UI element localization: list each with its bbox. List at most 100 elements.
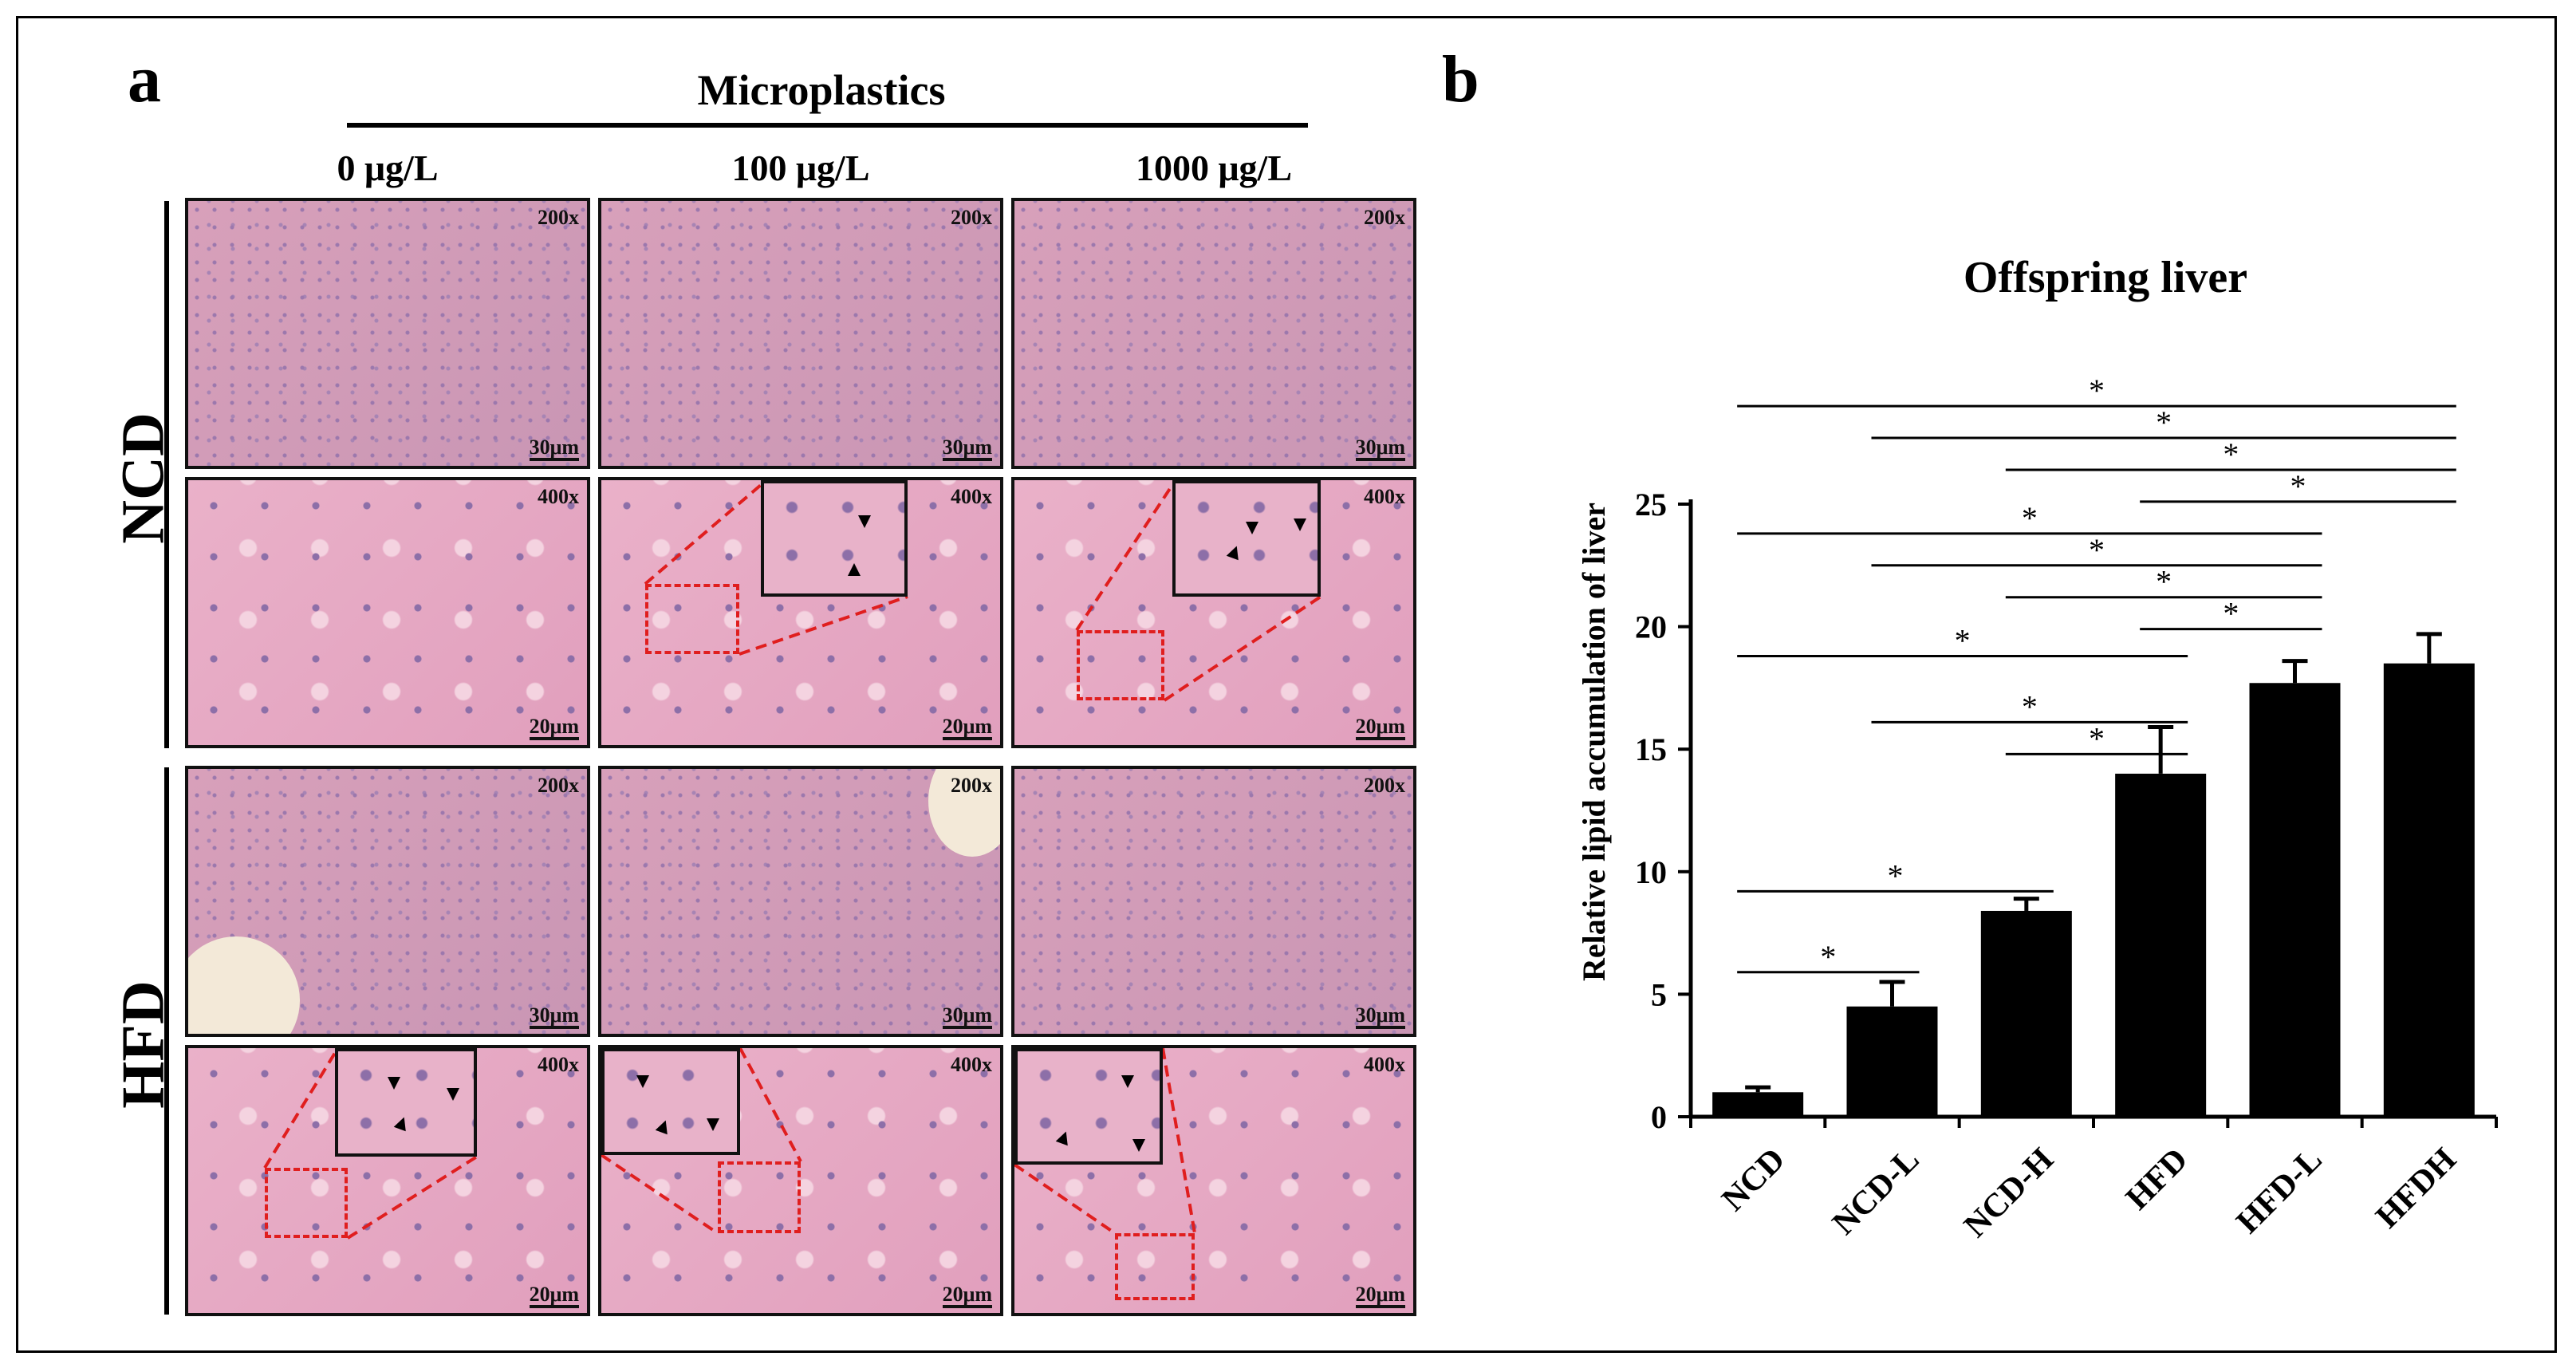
significance-star: * — [2089, 720, 2105, 756]
zoom-inset — [335, 1048, 477, 1157]
micrograph-ncd-100-400x: 400x 20μm — [598, 477, 1003, 748]
y-tick-label: 0 — [1651, 1099, 1667, 1135]
micrograph-ncd-0-400x: 400x 20μm — [185, 477, 590, 748]
scale-bar: 30μm — [1355, 1003, 1405, 1029]
arrowhead-icon — [858, 515, 871, 528]
magnification-label: 400x — [1364, 1053, 1405, 1076]
scale-bar: 20μm — [942, 715, 992, 740]
significance-star: * — [2223, 596, 2239, 632]
y-tick-label: 5 — [1651, 976, 1667, 1012]
arrowhead-icon — [447, 1088, 459, 1101]
scale-bar: 20μm — [529, 715, 579, 740]
micrograph-hfd-0-400x: 400x 20μm — [185, 1045, 590, 1316]
panel-b-letter: b — [1442, 42, 1479, 116]
scale-bar: 30μm — [529, 1003, 579, 1029]
micrograph-ncd-100-200x: 200x 30μm — [598, 198, 1003, 469]
y-axis-label: Relative lipid accumulation of liver — [1576, 503, 1612, 981]
row-bracket-ncd — [164, 201, 169, 748]
bar-NCD — [1712, 1092, 1804, 1117]
x-tick-label-NCD-H: NCD-H — [1957, 1141, 2061, 1245]
micrograph-ncd-1000-400x: 400x 20μm — [1011, 477, 1416, 748]
zoom-region — [1115, 1233, 1195, 1300]
magnification-label: 400x — [1364, 485, 1405, 508]
scale-bar: 20μm — [942, 1283, 992, 1308]
column-header-1000: 1000 μg/L — [1135, 148, 1293, 188]
scale-bar: 30μm — [529, 436, 579, 461]
magnification-label: 200x — [1364, 774, 1405, 797]
magnification-label: 200x — [1364, 206, 1405, 229]
magnification-label: 200x — [538, 774, 579, 797]
bar-HFD-L — [2249, 683, 2341, 1117]
magnification-label: 200x — [538, 206, 579, 229]
zoom-inset — [761, 480, 908, 597]
vessel-lumen — [188, 936, 300, 1034]
x-tick-label-HFD: HFD — [2119, 1141, 2195, 1217]
significance-star: * — [2022, 500, 2038, 536]
zoom-connector — [263, 1051, 479, 1240]
x-tick-label-HFD-L: HFD-L — [2230, 1141, 2330, 1241]
zoom-connector — [1014, 1048, 1196, 1235]
arrowhead-icon — [655, 1118, 672, 1135]
y-tick-label: 15 — [1635, 731, 1667, 767]
magnification-label: 400x — [951, 1053, 992, 1076]
scale-bar: 20μm — [1355, 715, 1405, 740]
arrowhead-icon — [1132, 1139, 1145, 1152]
scale-bar: 20μm — [1355, 1283, 1405, 1308]
column-header-100: 100 μg/L — [731, 148, 870, 188]
row-bracket-hfd — [164, 767, 169, 1315]
y-tick-label: 10 — [1635, 854, 1667, 890]
zoom-region — [645, 584, 739, 654]
arrowhead-icon — [393, 1114, 411, 1132]
bar-chart: Offspring liver Relative lipid accumulat… — [1576, 253, 2498, 1245]
arrowhead-icon — [1246, 522, 1258, 534]
row-label-hfd: HFD — [109, 980, 177, 1109]
micrograph-hfd-100-400x: 400x 20μm — [598, 1045, 1003, 1316]
significance-star: * — [2089, 532, 2105, 568]
zoom-inset — [601, 1048, 740, 1155]
scale-bar: 20μm — [529, 1283, 579, 1308]
micrograph-hfd-0-200x: 200x 30μm — [185, 766, 590, 1037]
arrowhead-icon — [1055, 1129, 1073, 1146]
magnification-label: 200x — [951, 206, 992, 229]
micrograph-hfd-100-200x: 200x 30μm — [598, 766, 1003, 1037]
zoom-connector — [644, 483, 908, 656]
y-tick-label: 25 — [1635, 487, 1667, 522]
bar-HFD — [2115, 773, 2207, 1117]
micrograph-ncd-0-200x: 200x 30μm — [185, 198, 590, 469]
arrowhead-icon — [388, 1077, 400, 1090]
magnification-label: 400x — [538, 485, 579, 508]
arrowhead-icon — [848, 563, 861, 576]
panel-a-letter: a — [128, 42, 161, 116]
significance-star: * — [2223, 436, 2239, 472]
column-header-0: 0 μg/L — [337, 148, 439, 188]
significance-star: * — [2022, 688, 2038, 724]
zoom-connector — [1075, 483, 1322, 702]
x-tick-label-HFDH: HFDH — [2369, 1141, 2464, 1236]
zoom-connector — [601, 1048, 802, 1235]
arrowhead-icon — [636, 1075, 649, 1088]
arrowhead-icon — [1294, 518, 1306, 531]
magnification-label: 400x — [951, 485, 992, 508]
magnification-label: 200x — [951, 774, 992, 797]
significance-star: * — [1888, 858, 1904, 893]
chart-title: Offspring liver — [1964, 253, 2247, 302]
treatment-title-rule — [347, 123, 1308, 128]
significance-star: * — [2290, 468, 2306, 504]
zoom-region — [265, 1168, 348, 1238]
zoom-inset — [1172, 480, 1321, 597]
significance-star: * — [2156, 564, 2172, 600]
significance-star: * — [1955, 622, 1971, 658]
micrograph-hfd-1000-400x: 400x 20μm — [1011, 1045, 1416, 1316]
bar-HFDH — [2383, 663, 2475, 1117]
y-tick-label: 20 — [1635, 609, 1667, 645]
significance-star: * — [2089, 373, 2105, 408]
scale-bar: 30μm — [1355, 436, 1405, 461]
significance-star: * — [2156, 404, 2172, 440]
zoom-region — [718, 1161, 801, 1233]
significance-star: * — [1820, 939, 1836, 975]
x-tick-label-NCD: NCD — [1715, 1141, 1792, 1219]
row-label-ncd: NCD — [109, 412, 177, 544]
micrograph-hfd-1000-200x: 200x 30μm — [1011, 766, 1416, 1037]
scale-bar: 30μm — [942, 436, 992, 461]
bar-NCD-L — [1846, 1006, 1938, 1117]
